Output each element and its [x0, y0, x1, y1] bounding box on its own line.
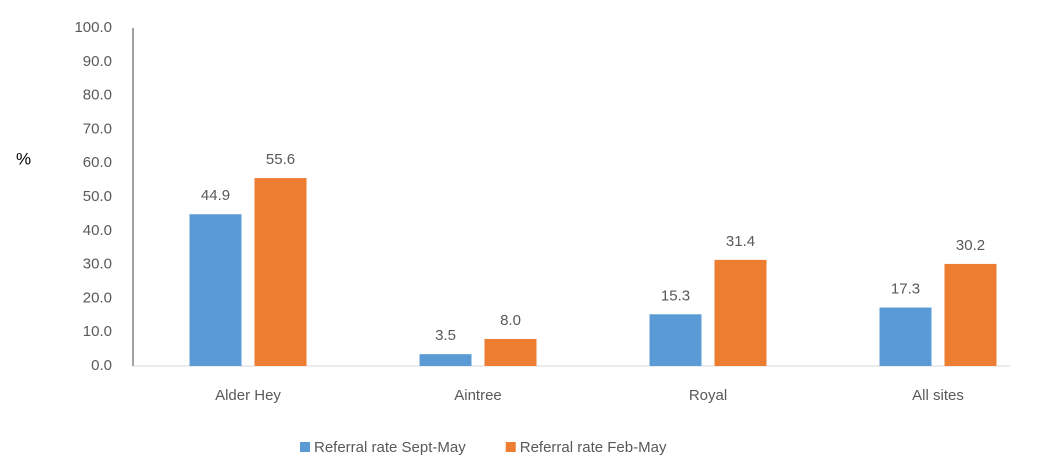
y-tick-label: 80.0	[83, 87, 112, 104]
data-label: 31.4	[726, 233, 755, 250]
data-label: 8.0	[500, 312, 521, 329]
y-tick-label: 70.0	[83, 120, 112, 137]
data-label: 17.3	[891, 280, 920, 297]
y-tick-label: 100.0	[74, 19, 112, 36]
legend-swatch	[505, 442, 516, 452]
y-tick-label: 30.0	[83, 256, 112, 273]
data-label: 3.5	[435, 327, 456, 344]
bar	[484, 338, 537, 366]
bar	[879, 307, 932, 366]
legend-swatch	[300, 442, 310, 452]
data-label: 30.2	[956, 237, 985, 254]
x-tick-label: Alder Hey	[215, 387, 281, 404]
legend-label: Referral rate Feb-May	[520, 439, 667, 456]
y-tick-label: 50.0	[83, 188, 112, 205]
bar	[189, 214, 242, 366]
legend-label: Referral rate Sept-May	[314, 439, 466, 456]
bar	[944, 263, 997, 366]
y-tick-label: 60.0	[83, 154, 112, 171]
bar	[649, 314, 702, 366]
bar	[419, 354, 472, 366]
y-tick-label: 20.0	[83, 289, 112, 306]
y-axis-label: %	[16, 149, 31, 168]
x-tick-label: Aintree	[454, 387, 502, 404]
bar	[254, 178, 307, 366]
y-tick-label: 40.0	[83, 222, 112, 239]
y-tick-label: 90.0	[83, 53, 112, 70]
x-tick-label: Royal	[689, 387, 727, 404]
data-label: 15.3	[661, 287, 690, 304]
x-tick-label: All sites	[912, 387, 964, 404]
data-label: 44.9	[201, 187, 230, 204]
bar	[714, 259, 767, 366]
data-label: 55.6	[266, 151, 295, 168]
y-tick-label: 0.0	[91, 357, 112, 374]
y-tick-label: 10.0	[83, 323, 112, 340]
